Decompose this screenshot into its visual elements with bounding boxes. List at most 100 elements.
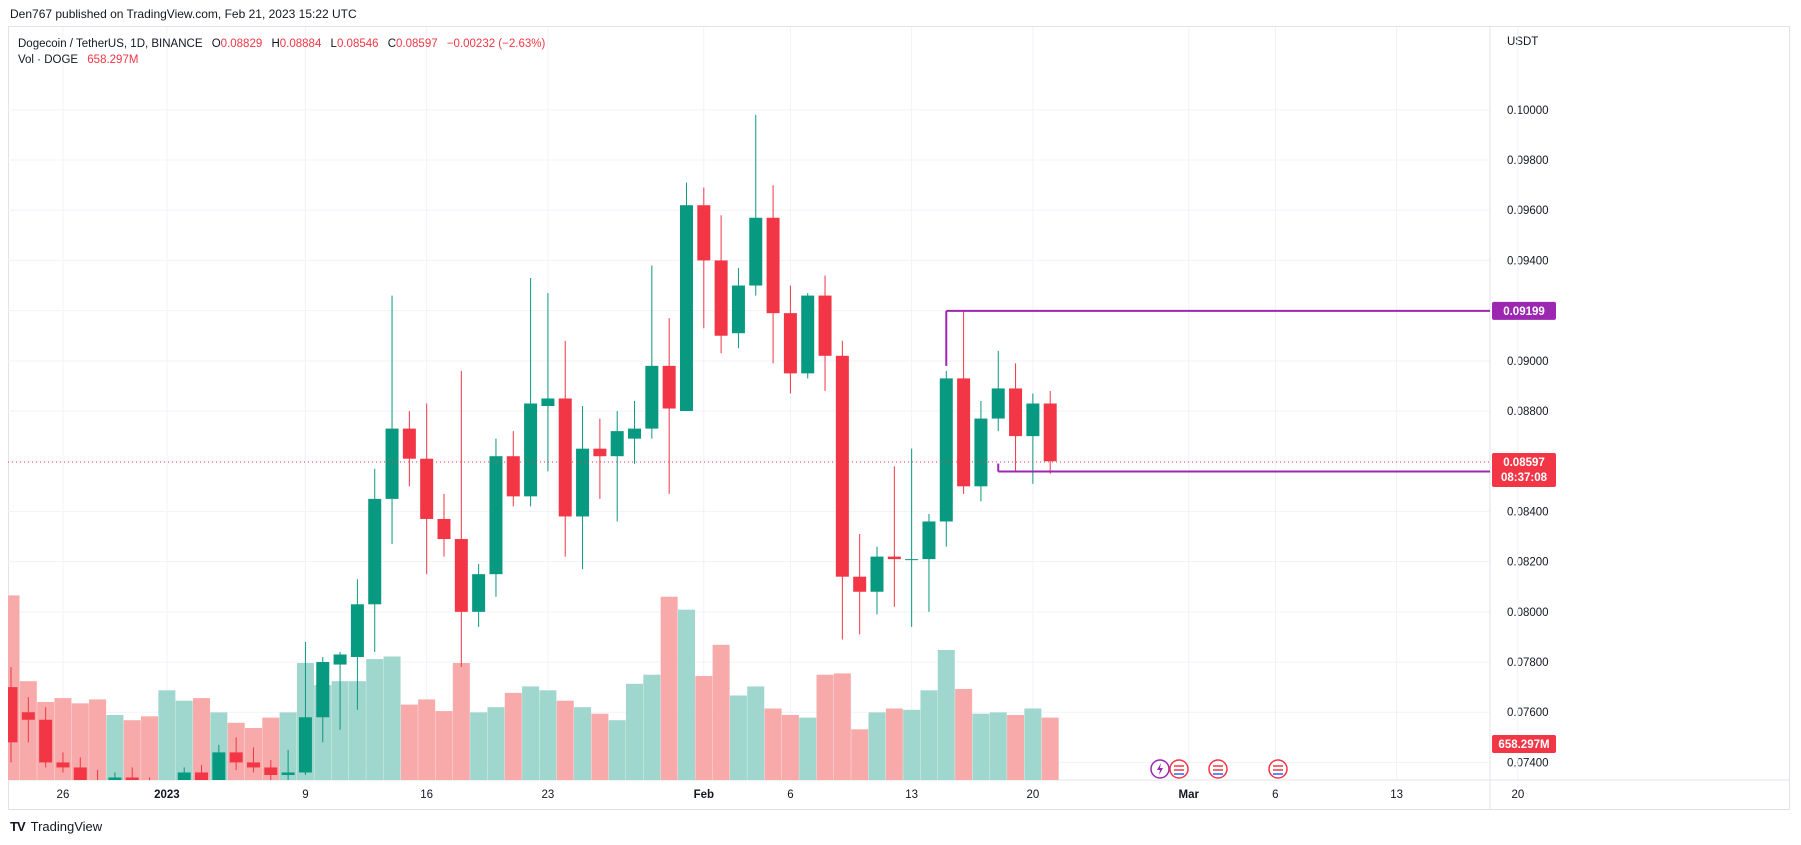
volume-bar [608, 720, 626, 780]
publisher-line: Den767 published on TradingView.com, Feb… [10, 7, 357, 21]
volume-bar [885, 708, 903, 780]
candle-body [697, 205, 711, 261]
volume-bar [1024, 708, 1042, 780]
candle-body [316, 662, 330, 718]
candle-body [524, 403, 538, 497]
candle-body [818, 295, 832, 356]
volume-bar [435, 711, 453, 780]
candle-body [472, 574, 486, 612]
volume-bar [816, 674, 834, 780]
candle-body [628, 428, 642, 439]
price-tick-label: 0.07600 [1507, 707, 1549, 719]
candle-body [385, 428, 399, 499]
volume-bar [366, 659, 384, 780]
volume-bar [574, 707, 592, 780]
time-tick-label: 20 [1026, 789, 1039, 801]
open-label: O [211, 38, 221, 50]
candle-body [246, 762, 260, 768]
volume-bar [418, 699, 436, 780]
volume-bar [400, 704, 418, 780]
candle-body [957, 378, 971, 487]
volume-bar [522, 686, 540, 780]
volume-bar [660, 596, 678, 780]
flag-event-icon [1268, 759, 1288, 779]
symbol-title[interactable]: Dogecoin / TetherUS, 1D, BINANCE [18, 38, 203, 50]
candle-body [298, 717, 312, 773]
candle-body [212, 752, 226, 780]
volume-bar [71, 703, 89, 780]
time-tick-label: 9 [302, 789, 308, 801]
candle-body [714, 260, 728, 336]
volume-bar [868, 712, 886, 780]
volume-bar [193, 698, 211, 780]
volume-bar [158, 690, 176, 780]
price-tick-label: 0.07400 [1507, 757, 1549, 769]
candle-body [593, 448, 607, 457]
level-price-tag-text: 0.09199 [1503, 306, 1545, 318]
countdown-text: 08:37:08 [1501, 472, 1548, 484]
candle-body [749, 217, 763, 286]
candle-body [870, 556, 884, 592]
candle-body [177, 772, 191, 780]
volume-bar [920, 690, 938, 780]
volume-bar [123, 720, 141, 780]
time-tick-label: 23 [542, 789, 555, 801]
change-value: −0.00232 (−2.63%) [446, 38, 546, 50]
volume-value: 658.297M [87, 54, 139, 66]
last-price-tag [1492, 452, 1556, 487]
candle-body [679, 205, 693, 412]
chart-frame [8, 26, 1790, 810]
time-tick-label: 13 [905, 789, 918, 801]
candle-body [281, 772, 295, 775]
candle-body [541, 398, 555, 407]
low-value: 0.08546 [336, 38, 379, 50]
volume-bar [989, 712, 1007, 780]
time-tick-label: Feb [694, 789, 714, 801]
volume-bar [851, 729, 869, 780]
candle-body [39, 719, 53, 763]
volume-bar [556, 700, 574, 780]
price-tick-label: 0.09400 [1507, 255, 1549, 267]
candle-body [558, 398, 572, 517]
symbol-legend-row: Dogecoin / TetherUS, 1D, BINANCE O0.0882… [18, 36, 545, 52]
price-tick-label: 0.09800 [1507, 155, 1549, 167]
candle-body [731, 285, 745, 334]
volume-bar [1041, 717, 1059, 780]
volume-tag-text: 658.297M [1498, 739, 1549, 751]
volume-bar [262, 717, 280, 780]
candle-body [402, 428, 416, 459]
time-tick-label: 6 [787, 789, 793, 801]
volume-bar [729, 695, 747, 780]
candle-body [1026, 403, 1040, 437]
candle-body [454, 539, 468, 612]
price-tick-label: 0.09600 [1507, 205, 1549, 217]
time-tick-label: 2023 [154, 789, 180, 801]
volume-bar [695, 676, 713, 780]
tradingview-logo[interactable]: TV TradingView [10, 819, 102, 834]
volume-bar [348, 681, 366, 780]
volume-label[interactable]: Vol · DOGE [18, 54, 79, 66]
price-tick-label: 0.08000 [1507, 607, 1549, 619]
high-value: 0.08884 [279, 38, 322, 50]
volume-bar [89, 699, 107, 780]
candle-body [56, 762, 70, 768]
volume-bar [799, 717, 817, 780]
price-tick-label: 0.09000 [1507, 356, 1549, 368]
volume-bar [972, 713, 990, 780]
volume-bar [331, 681, 349, 780]
time-tick-label: 26 [57, 789, 70, 801]
candle-body [368, 498, 382, 605]
volume-bar [487, 707, 505, 780]
candle-body [437, 518, 451, 540]
candle-body [922, 521, 936, 560]
volume-bar [781, 715, 799, 780]
tradingview-logo-icon: TV [10, 819, 26, 834]
time-tick-label: 16 [420, 789, 433, 801]
candle-body [853, 576, 867, 592]
low-label: L [330, 38, 337, 50]
time-tick-label: 6 [1272, 789, 1278, 801]
candle-body [645, 365, 659, 429]
lightning-bolt [1157, 763, 1163, 775]
candle-body [576, 448, 590, 517]
